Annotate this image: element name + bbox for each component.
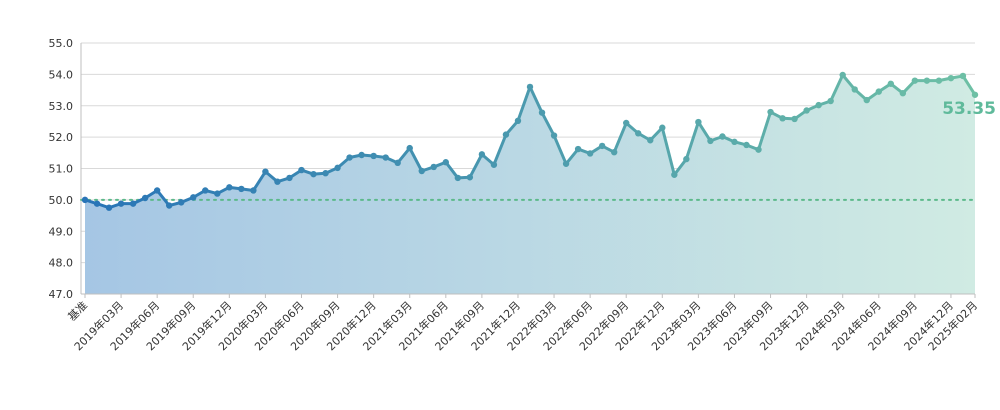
data-point [911,77,919,84]
data-point [286,174,293,182]
data-point [935,77,943,84]
y-tick-label: 50.0 [49,194,74,207]
x-axis-ticks: 基准2019年03月2019年06月2019年09月2019年12月2020年0… [65,294,980,353]
data-point [406,144,413,152]
data-point [105,204,113,211]
data-point [310,170,317,178]
y-axis-ticks: 47.0 48.0 49.0 50.0 51.0 52.0 53.0 54.0 55.0 [49,37,74,301]
y-tick-label: 49.0 [49,225,74,238]
data-point [202,187,209,194]
data-point [190,194,197,201]
data-point [683,155,690,163]
data-point [346,154,353,161]
data-point [635,130,642,137]
data-point [574,145,582,153]
data-point [418,167,425,175]
data-point [743,141,750,149]
data-point [250,187,257,194]
data-point [502,131,510,138]
y-tick-label: 47.0 [49,288,74,301]
data-point [959,72,967,80]
data-point [695,118,702,126]
data-point [514,117,522,125]
data-point [538,109,546,116]
data-point [707,137,714,145]
data-point [358,151,365,159]
data-point [394,159,401,167]
y-tick-label: 48.0 [49,257,74,270]
data-point [274,178,281,185]
data-point [731,138,738,146]
data-point [129,200,137,207]
y-tick-label: 52.0 [49,131,74,144]
last-value-label-group: 53.35 [942,99,996,119]
data-point [238,185,245,193]
area-fill [85,75,975,294]
data-point [226,184,233,191]
data-point [490,161,498,168]
data-point [887,80,895,87]
x-tick-label: 基准 [65,299,90,324]
data-point [815,101,822,109]
y-tick-label: 54.0 [49,68,74,81]
data-point [117,200,125,207]
data-point [791,115,798,123]
data-point [562,160,570,167]
series-points [81,71,979,211]
data-point [719,133,726,140]
data-point [971,91,979,98]
data-point [454,174,462,182]
data-point [430,163,437,171]
data-point [442,159,450,166]
data-point [875,88,882,95]
data-point [322,170,329,177]
data-point [178,199,185,206]
data-point [370,152,377,160]
data-point [839,71,846,79]
data-point [334,164,341,172]
data-point [803,107,810,114]
data-point [647,137,654,144]
data-point [550,132,558,139]
data-point [659,124,666,131]
data-point [586,150,594,157]
data-point [478,151,486,158]
data-point [923,77,931,84]
data-point [827,97,834,105]
data-point [141,194,149,202]
data-point [298,166,305,174]
data-point [153,187,161,194]
axes [80,43,975,295]
data-point [93,200,101,207]
area-fill-path [85,75,975,294]
data-point [767,108,774,116]
data-point [598,142,606,150]
data-point [779,115,786,122]
data-point [851,86,858,93]
data-point [165,202,173,209]
data-point [466,174,474,181]
y-tick-label: 51.0 [49,163,74,176]
data-point [899,90,907,97]
data-point [382,154,389,161]
data-point [81,196,89,204]
data-point [262,168,269,175]
data-point [755,146,762,153]
data-point [863,96,870,104]
y-tick-label: 53.0 [49,100,74,113]
data-point [623,119,630,127]
data-point [947,74,955,82]
data-point [671,171,678,178]
last-value-label: 53.35 [942,99,996,119]
data-point [214,190,221,197]
data-point [526,83,534,91]
data-point [610,148,618,156]
y-tick-label: 55.0 [49,37,74,50]
